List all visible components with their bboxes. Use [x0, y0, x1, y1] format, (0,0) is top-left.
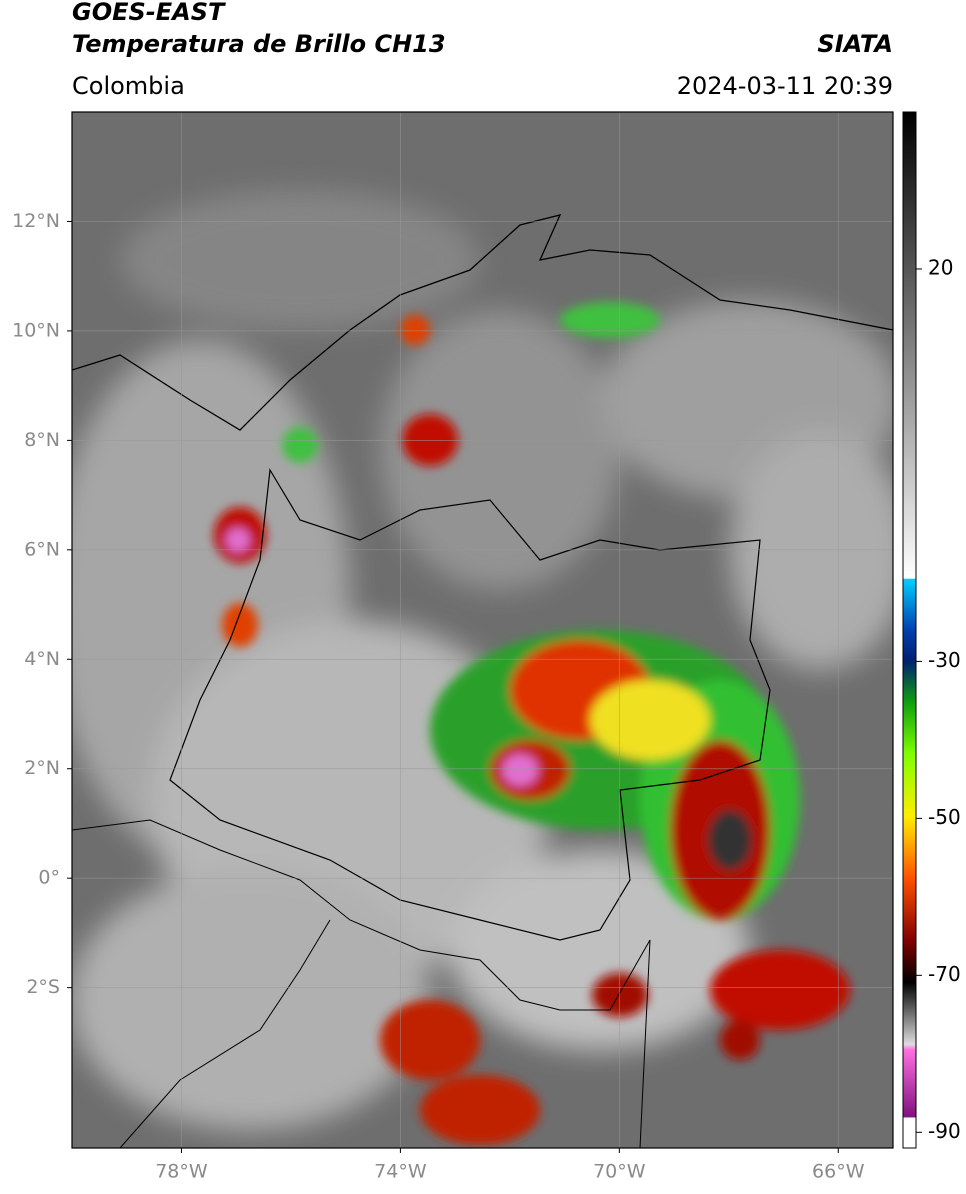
colorbar [902, 111, 917, 1149]
y-tick-label: 10°N [12, 319, 60, 341]
colorbar-label: -70 [928, 962, 961, 986]
colorbar-label: -50 [928, 805, 961, 829]
x-tick-label: 70°W [593, 1161, 646, 1183]
colorbar-label: -30 [928, 648, 961, 672]
x-tick-label: 66°W [812, 1161, 865, 1183]
y-tick-label: 4°N [24, 648, 60, 670]
agency: SIATA [817, 30, 893, 58]
satellite-title: GOES-EAST [72, 0, 226, 26]
y-tick-label: 0° [38, 867, 60, 889]
map-frame [71, 111, 894, 1149]
region: Colombia [72, 72, 185, 100]
graticule [72, 112, 893, 1148]
y-tick-label: 6°N [24, 538, 60, 560]
y-tick-label: 2°N [24, 757, 60, 779]
colorbar-label: -90 [928, 1119, 961, 1143]
timestamp: 2024-03-11 20:39 [677, 72, 893, 100]
y-tick-label: 12°N [12, 210, 60, 232]
y-tick-label: 8°N [24, 429, 60, 451]
x-tick-label: 74°W [374, 1161, 427, 1183]
x-tick-label: 78°W [155, 1161, 208, 1183]
colorbar-label: 20 [928, 255, 953, 279]
y-tick-label: 2°S [26, 976, 60, 998]
satellite-image [72, 112, 893, 1148]
product-title: Temperatura de Brillo CH13 [72, 30, 446, 58]
